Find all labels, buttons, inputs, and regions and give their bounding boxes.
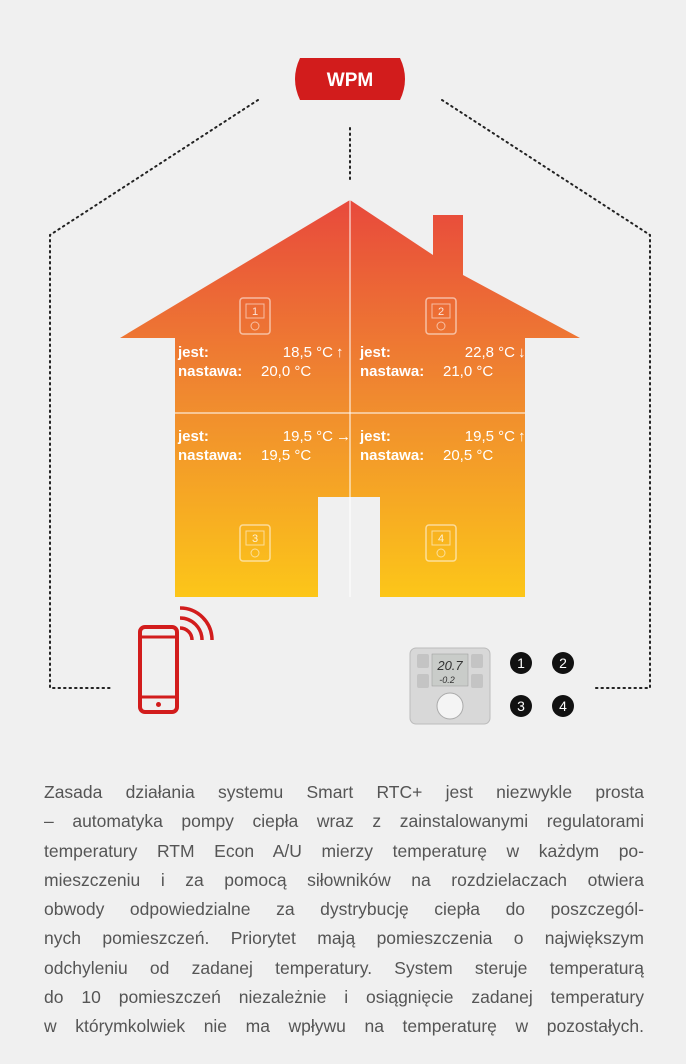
- jest-label: jest:: [359, 428, 391, 445]
- room-number: 3: [252, 533, 258, 545]
- trend-arrow: ↑: [336, 344, 344, 361]
- paragraph-line: w którymkolwiek nie ma wpływu na tempera…: [44, 1012, 644, 1041]
- page: { "badge": {"label": "WPM"}, "rooms": [ …: [0, 0, 686, 1064]
- paragraph-line: Zasada działania systemu Smart RTC+ jest…: [44, 778, 644, 807]
- jest-value: 19,5 °C: [465, 428, 515, 445]
- jest-value: 22,8 °C: [465, 344, 515, 361]
- paragraph-line: odchyleniu od zadanej temperatury. Syste…: [44, 954, 644, 983]
- paragraph-line: do 10 pomieszczeń niezależnie i osiągnię…: [44, 983, 644, 1012]
- zone-number: 2: [559, 655, 567, 671]
- zone-number: 4: [559, 698, 567, 714]
- nastawa-label: nastawa:: [360, 447, 424, 464]
- jest-label: jest:: [177, 344, 209, 361]
- room-number: 2: [438, 306, 444, 318]
- nastawa-label: nastawa:: [178, 363, 242, 380]
- zone-number: 1: [517, 655, 525, 671]
- nastawa-value: 21,0 °C: [443, 363, 493, 380]
- jest-value: 19,5 °C: [283, 428, 333, 445]
- room-number: 1: [252, 306, 258, 318]
- room-number: 4: [438, 533, 444, 545]
- jest-label: jest:: [177, 428, 209, 445]
- paragraph-line: nych pomieszczeń. Priorytet mają pomiesz…: [44, 924, 644, 953]
- paragraph-line: temperatury RTM Econ A/U mierzy temperat…: [44, 837, 644, 866]
- display-bottom: -0.2: [439, 675, 455, 685]
- nastawa-value: 19,5 °C: [261, 447, 311, 464]
- trend-arrow: ↓: [518, 344, 526, 361]
- paragraph-line: – automatyka pompy ciepła wraz z zainsta…: [44, 807, 644, 836]
- nastawa-value: 20,5 °C: [443, 447, 493, 464]
- trend-arrow: →: [336, 428, 351, 445]
- zone-number: 3: [517, 698, 525, 714]
- nastawa-value: 20,0 °C: [261, 363, 311, 380]
- display-top: 20.7: [436, 658, 463, 673]
- nastawa-label: nastawa:: [178, 447, 242, 464]
- jest-value: 18,5 °C: [283, 344, 333, 361]
- paragraph-line: obwody odpowiedzialne za dystrybucję cie…: [44, 895, 644, 924]
- description: Zasada działania systemu Smart RTC+ jest…: [44, 778, 644, 1042]
- jest-label: jest:: [359, 344, 391, 361]
- trend-arrow: ↑: [518, 428, 526, 445]
- badge-label: WPM: [327, 70, 373, 91]
- phone-icon: [140, 608, 212, 712]
- nastawa-label: nastawa:: [360, 363, 424, 380]
- paragraph-line: mieszczeniu i za pomocą siłowników na ro…: [44, 866, 644, 895]
